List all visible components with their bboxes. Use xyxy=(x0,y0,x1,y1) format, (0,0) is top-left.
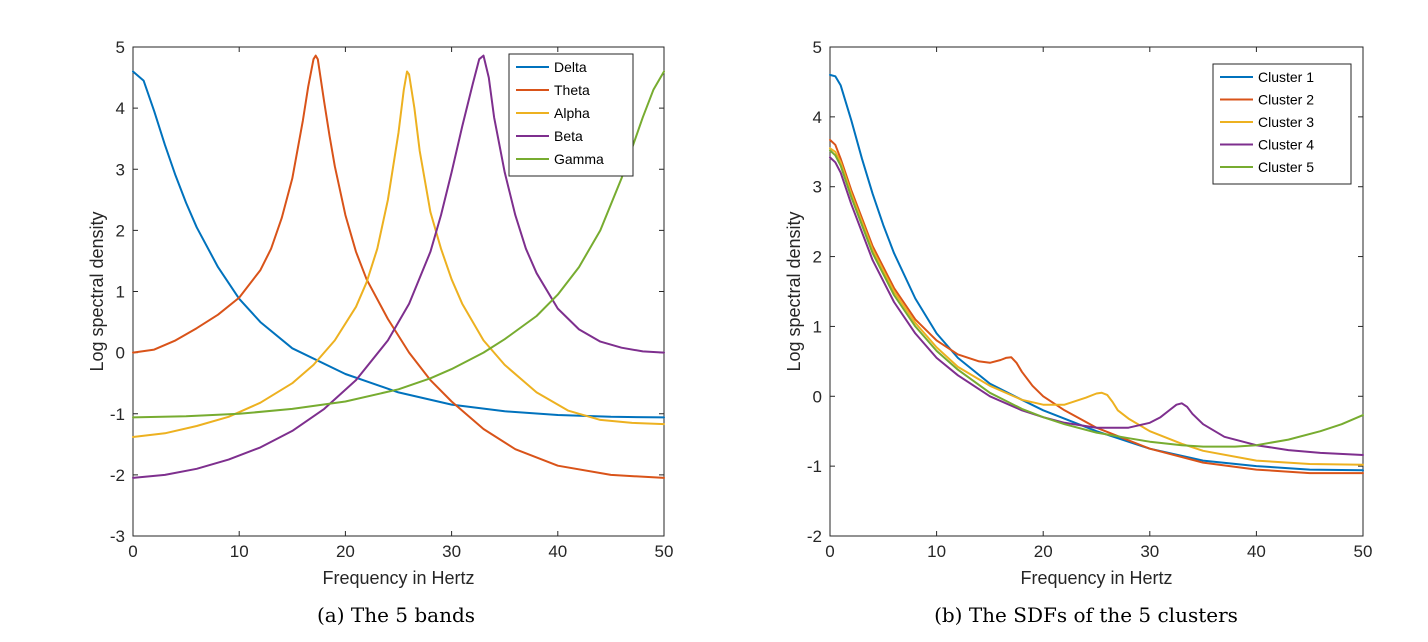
x-tick-label: 0 xyxy=(128,542,137,561)
y-tick-label: -2 xyxy=(807,527,822,546)
y-tick-label: -1 xyxy=(807,457,822,476)
legend-entry: Gamma xyxy=(554,151,604,167)
legend-entry: Cluster 5 xyxy=(1258,159,1314,175)
x-tick-label: 10 xyxy=(927,542,946,561)
x-tick-label: 10 xyxy=(230,542,249,561)
series-line-beta xyxy=(132,54,665,479)
y-tick-label: 1 xyxy=(813,317,822,336)
y-tick-label: 4 xyxy=(813,108,822,127)
legend-entry: Alpha xyxy=(554,105,590,121)
y-tick-label: 5 xyxy=(116,38,125,57)
legend-entry: Beta xyxy=(554,128,583,144)
legend-box xyxy=(1212,63,1352,185)
x-axis-label: Frequency in Hertz xyxy=(322,568,474,588)
y-tick-label: 5 xyxy=(813,38,822,57)
legend: Delta Theta Alpha Beta Gamma xyxy=(508,53,634,177)
x-tick-label: 50 xyxy=(655,542,674,561)
y-tick-label: 4 xyxy=(116,99,125,118)
x-tick-label: 50 xyxy=(1354,542,1373,561)
legend-entry: Cluster 4 xyxy=(1258,137,1314,153)
series-line-delta xyxy=(132,70,665,419)
y-tick-label: 0 xyxy=(116,344,125,363)
series-line-cluster-3 xyxy=(829,147,1364,466)
x-tick-label: 40 xyxy=(548,542,567,561)
legend-entry: Cluster 1 xyxy=(1258,69,1314,85)
series-line-theta xyxy=(132,54,665,479)
x-tick-label: 20 xyxy=(336,542,355,561)
y-tick-label: -3 xyxy=(110,527,125,546)
figure-caption: (b) The SDFs of the 5 clusters xyxy=(934,603,1238,627)
legend-entry: Cluster 3 xyxy=(1258,114,1314,130)
x-tick-label: 40 xyxy=(1247,542,1266,561)
y-tick-label: 1 xyxy=(116,283,125,302)
x-tick-label: 30 xyxy=(442,542,461,561)
series-line-cluster-5 xyxy=(829,149,1364,448)
y-axis-label: Log spectral density xyxy=(87,211,107,371)
panel-b-clusters: 0 10 20 30 40 50 -2 -1 0 1 2 3 4 5 Frequency in Hertz L… xyxy=(784,38,1372,627)
y-tick-label: 2 xyxy=(116,221,125,240)
series-line-cluster-1 xyxy=(829,73,1364,472)
legend-entry: Theta xyxy=(554,82,590,98)
y-tick-label: 0 xyxy=(813,387,822,406)
legend: Cluster 1 Cluster 2 Cluster 3 Cluster 4 Clus… xyxy=(1212,63,1352,185)
x-axis-label: Frequency in Hertz xyxy=(1020,568,1172,588)
figure-caption: (a) The 5 bands xyxy=(317,603,475,627)
series-line-cluster-2 xyxy=(829,138,1364,475)
plot-area xyxy=(829,46,1364,537)
y-tick-label: -1 xyxy=(110,405,125,424)
x-tick-label: 30 xyxy=(1140,542,1159,561)
x-tick-label: 20 xyxy=(1034,542,1053,561)
panel-a-bands: 0 10 20 30 40 50 -3 -2 -1 0 1 2 3 4 5 Frequency in Hert… xyxy=(87,38,673,627)
series-line-cluster-4 xyxy=(829,156,1364,456)
x-tick-label: 0 xyxy=(825,542,834,561)
legend-entry: Delta xyxy=(554,59,587,75)
y-tick-label: 3 xyxy=(813,178,822,197)
legend-entry: Cluster 2 xyxy=(1258,92,1314,108)
y-tick-label: 2 xyxy=(813,248,822,267)
y-tick-label: 3 xyxy=(116,160,125,179)
y-tick-label: -2 xyxy=(110,466,125,485)
series-line-alpha xyxy=(132,70,665,438)
y-axis-label: Log spectral density xyxy=(784,211,804,371)
legend-box xyxy=(508,53,634,177)
